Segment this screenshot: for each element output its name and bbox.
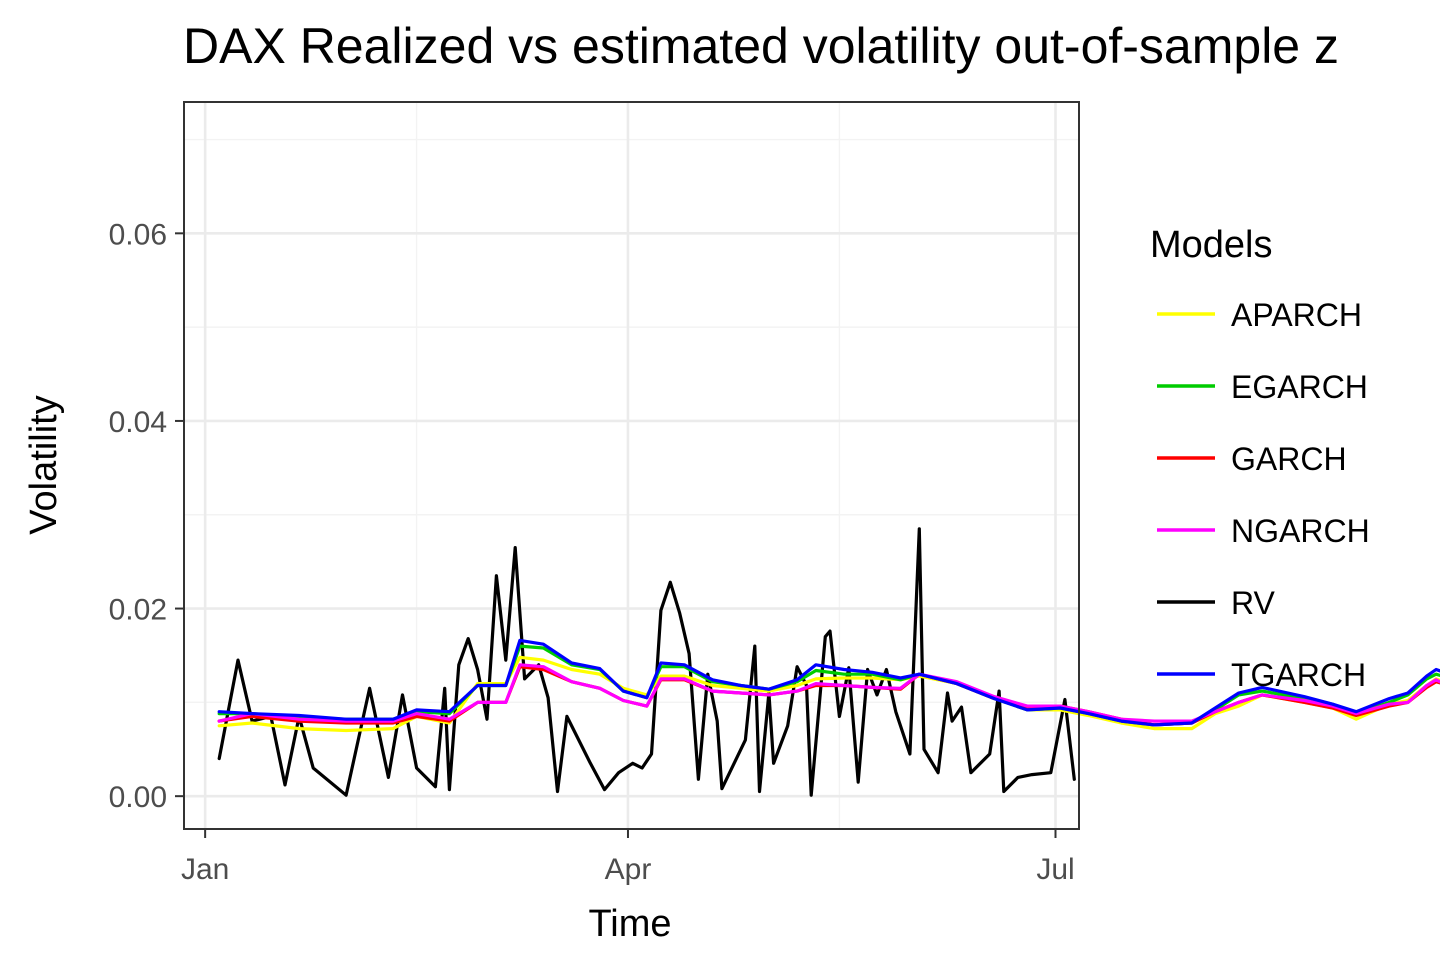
x-tick-label: Jul <box>1036 853 1074 886</box>
legend-label-ngarch: NGARCH <box>1231 513 1370 549</box>
legend-item-egarch: EGARCH <box>1157 369 1368 405</box>
plot-panel <box>183 101 1440 830</box>
series-line-tgarch <box>217 638 1440 727</box>
y-tick-label: 0.04 <box>109 406 167 439</box>
y-tick-label: 0.02 <box>109 594 167 627</box>
legend-item-ngarch: NGARCH <box>1157 513 1370 549</box>
legend-title: Models <box>1150 224 1273 266</box>
legend-item-rv: RV <box>1157 585 1276 621</box>
series-layer <box>217 527 1440 797</box>
legend-label-rv: RV <box>1231 585 1276 621</box>
legend-item-tgarch: TGARCH <box>1157 657 1366 693</box>
series-line-rv <box>217 527 1076 797</box>
y-axis-title: Volatility <box>23 395 65 534</box>
panel-background <box>184 102 1079 829</box>
legend-label-tgarch: TGARCH <box>1231 657 1366 693</box>
panel-border <box>183 101 1080 830</box>
legend-item-garch: GARCH <box>1157 441 1347 477</box>
chart-title: DAX Realized vs estimated volatility out… <box>183 18 1339 74</box>
series-line-ngarch <box>217 663 1440 723</box>
x-tick-label: Jan <box>181 853 229 886</box>
x-tick-label: Apr <box>605 853 652 886</box>
legend: Models APARCH EGARCH GARCH NGARCH RV TGARCH <box>1150 224 1370 693</box>
y-tick-label: 0.06 <box>109 218 167 251</box>
legend-item-aparch: APARCH <box>1157 297 1362 333</box>
y-axis: 0.00 0.02 0.04 0.06 <box>109 218 184 814</box>
legend-label-garch: GARCH <box>1231 441 1347 477</box>
legend-label-egarch: EGARCH <box>1231 369 1368 405</box>
x-axis: Jan Apr Jul <box>181 829 1075 886</box>
legend-label-aparch: APARCH <box>1231 297 1362 333</box>
y-tick-label: 0.00 <box>109 781 167 814</box>
x-axis-title: Time <box>588 903 671 945</box>
